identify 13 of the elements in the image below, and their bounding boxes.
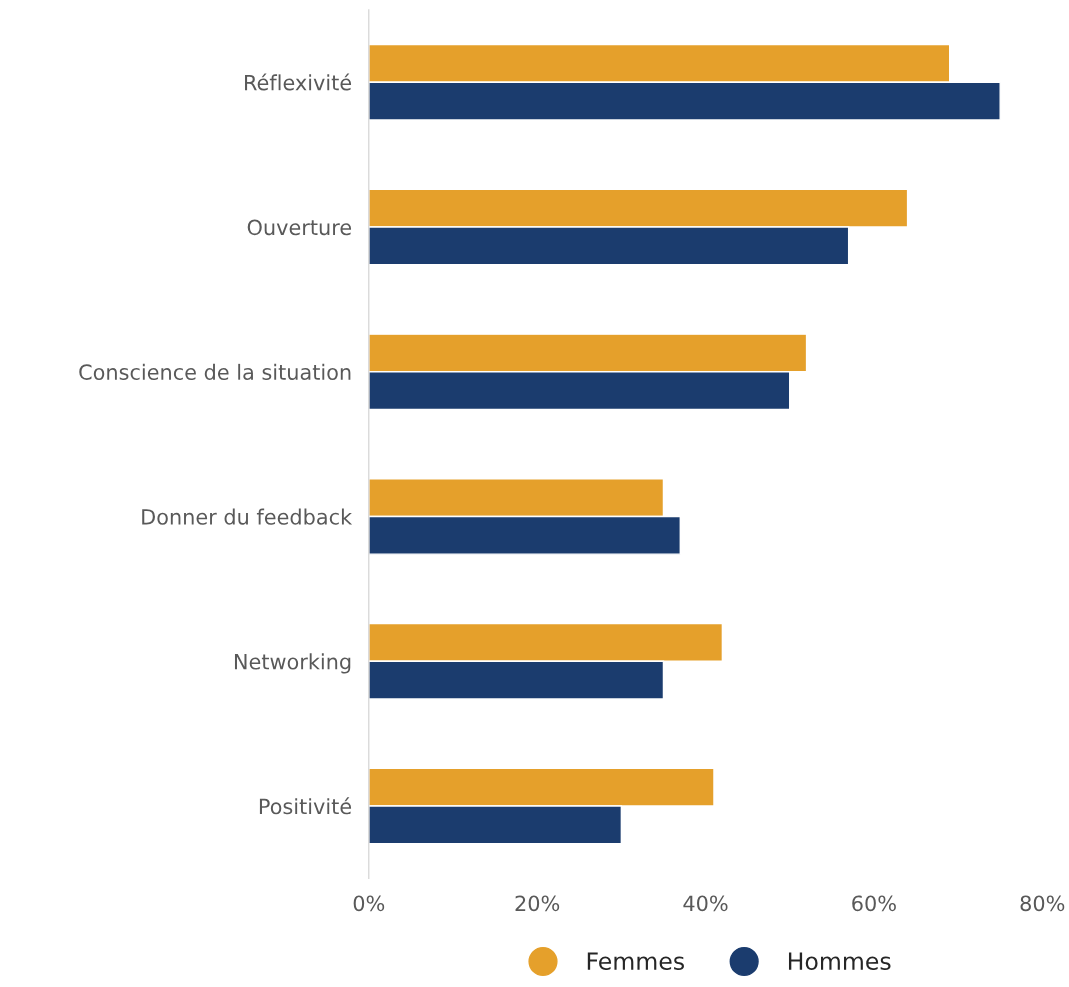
x-tick-label: 80% xyxy=(1020,895,1065,912)
y-tick-label: Conscience de la situation xyxy=(79,363,351,380)
y-tick-label: Donner du feedback xyxy=(142,508,353,525)
y-tick-label: Networking xyxy=(234,653,351,674)
y-tick-label: Positivité xyxy=(259,797,352,815)
y-tick-label: Ouverture xyxy=(247,219,352,236)
y-tick-label: Réflexivité xyxy=(245,73,352,91)
x-tick-label: 0% xyxy=(353,895,385,912)
legend-label: Femmes xyxy=(587,952,684,971)
x-tick-label: 20% xyxy=(515,895,560,912)
x-tick-label: 40% xyxy=(683,895,728,912)
legend-label: Hommes xyxy=(788,952,891,971)
x-tick-label: 60% xyxy=(852,895,896,912)
